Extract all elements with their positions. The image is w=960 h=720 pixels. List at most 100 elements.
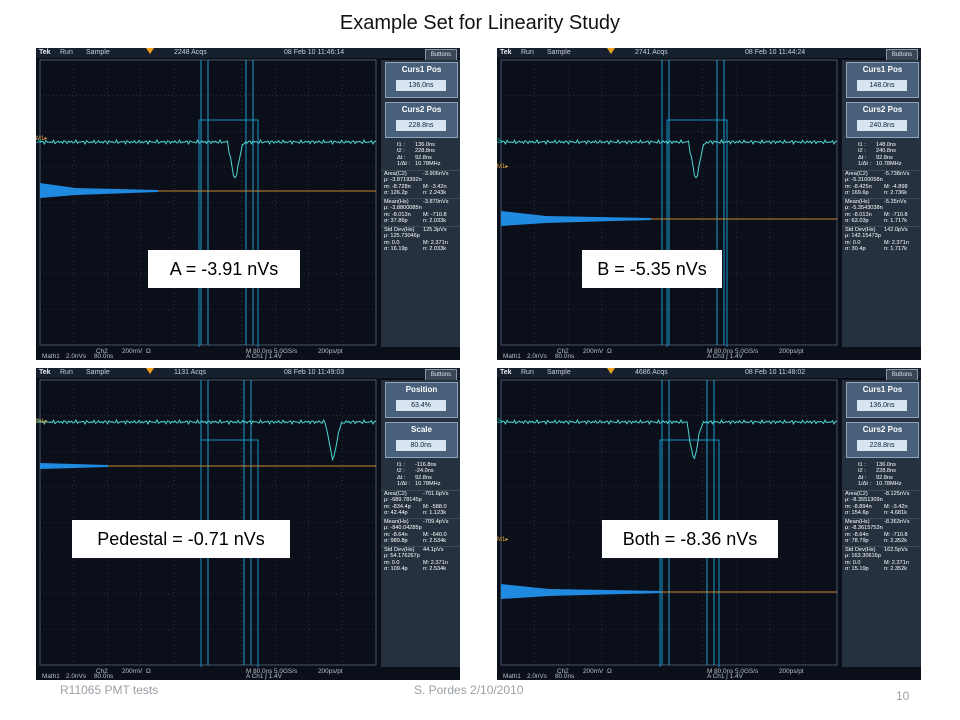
panel2-control[interactable]: Scale 80.0ns [385,422,458,458]
measurement-block: Std Dev(Hs) 162.5pVs μ: 163.30616p m: 0.0 M:… [842,546,921,573]
cursor-readout: t1 : 136.0ns t2 : 228.8ns Δt : 92.8ns 1/Δt : 10… [381,142,460,168]
timestamp: 08 Feb 10 11:49:03 [284,369,345,376]
measurement-min: m: 0.0 [384,559,400,566]
math-label: Math1 [503,673,521,680]
measurement-block: Std Dev(Hs) 142.0pVs μ: 142.15473p m: 0.0 M:… [842,226,921,253]
footer-left: R11065 PMT tests [60,683,159,697]
panel2-value[interactable]: 240.8ns [857,120,907,131]
measurement-max: M: 2.371n [423,559,448,566]
measurement-max: M: -640.0 [423,531,447,538]
measurement-min: m: -8.013n [845,211,872,218]
measurement-title: Mean(Hs) [845,519,870,525]
math-scale: 2.0nVs [66,353,86,360]
panel1-value[interactable]: 148.0ns [857,80,907,91]
channel-label: Ch2 [557,348,569,355]
measurement-max: M: -4.898 [884,183,908,190]
cursor-readout-value: 10.78MHz [876,481,902,488]
sample-interval: 200ps/pt [318,348,343,355]
timebase: M 80.0ns 5.0GS/s [246,348,298,355]
measurement-mean: μ: -689.78145p [384,497,422,504]
panel2-control[interactable]: Curs2 Pos 228.8ns [846,422,919,458]
volts-per-div: 200mV [122,668,143,675]
measurement-mean: μ: -3.8800085n [384,205,422,212]
measurement-count: n: 2.352k [884,538,908,545]
measurement-count: n: 4.681k [884,510,908,517]
sample-interval: 200ps/pt [779,348,804,355]
measurement-title: Mean(Hs) [845,199,870,205]
measurement-sigma: σ: 169.6p [845,190,869,197]
measurement-sigma: σ: 16.19p [384,246,408,253]
panel2-title: Curs2 Pos [862,425,903,434]
measurement-count: n: 1.123k [423,510,447,517]
brand-label: Tek [39,369,51,376]
control-panel: Curs1 Pos 136.0ns Curs2 Pos 228.8ns t1 : 136.… [381,60,460,347]
panel1-value[interactable]: 136.0ns [396,80,446,91]
cursor-readout-label: t2 : [397,468,405,475]
measurement-block: Mean(Hs) -709.4pVs μ: -840.04285p m: -8.64n… [381,518,460,545]
channel-label: Ch2 [557,668,569,675]
panel2-control[interactable]: Curs2 Pos 240.8ns [846,102,919,138]
measurement-title: Mean(Hs) [384,199,409,205]
measurement-count: n: 2.534k [423,566,447,573]
measurement-title: Std Dev(Hs) [384,227,415,233]
run-status: Run [60,369,73,376]
measurement-value: -5.738nVs [884,171,910,177]
panel1-control[interactable]: Curs1 Pos 148.0ns [846,62,919,98]
measurement-block: Area(C2) -5.738nVs μ: -5.3100058n m: -8.425… [842,170,921,197]
histogram [501,584,661,599]
acq-mode: Sample [86,49,110,56]
brand-label: Tek [39,49,51,56]
brand-label: Tek [500,49,512,56]
scope-status-bar: Tek Run Sample 2248 Acqs 08 Feb 10 11:46:14 [36,48,460,58]
math-label: Math1 [42,673,60,680]
measurement-value: 125.3pVs [423,227,447,233]
result-label: A = -3.91 nVs [148,250,300,288]
panel2-value[interactable]: 228.8ns [857,440,907,451]
histogram [501,211,651,226]
math-time: 80.0ns [555,673,575,680]
measurement-max: M: 2.371n [884,239,909,246]
measurement-sigma: σ: 989.8p [384,538,408,545]
measurement-mean: μ: 163.30616p [845,553,881,560]
cursor-readout-label: t1 : [397,142,405,148]
waveform-graticule [500,59,838,347]
cursor-readout-label: 1/Δt : [858,161,872,168]
measurement-max: M: 2.371n [884,559,909,566]
panel1-value[interactable]: 63.4% [396,400,446,411]
cursor-readout-label: t2 : [858,468,866,475]
measurement-block: Mean(Hs) -8.363nVs μ: -8.3615753n m: -8.64n… [842,518,921,545]
measurement-block: Std Dev(Hs) 125.3pVs μ: 125.73046p m: 0.0 M:… [381,226,460,253]
panel1-control[interactable]: Curs1 Pos 136.0ns [385,62,458,98]
measurement-block: Mean(Hs) -5.35nVs μ: -5.3543038n m: -8.013n… [842,198,921,225]
result-label: B = -5.35 nVs [582,250,722,288]
measurement-max: M: -3.42n [884,503,908,510]
panel2-control[interactable]: Curs2 Pos 228.8ns [385,102,458,138]
measurement-title: Area(C2) [384,491,407,497]
run-status: Run [60,49,73,56]
panel1-control[interactable]: Position 63.4% [385,382,458,418]
result-label: Pedestal = -0.71 nVs [72,520,290,558]
cursor-readout-value: 10.78MHz [415,161,441,168]
cursor-readout-label: t2 : [397,148,405,155]
measurement-value: -8.125nVs [884,491,910,497]
trigger-setting: A Ch1 ∫ 1.4V [246,673,282,680]
panel2-value[interactable]: 228.8ns [396,120,446,131]
measurement-min: m: 0.0 [845,239,861,246]
acq-mode: Sample [86,369,110,376]
measurement-mean: μ: 142.15473p [845,233,881,240]
waveform-trace [500,138,838,179]
scope-status-bar: Tek Run Sample 2741 Acqs 08 Feb 10 11:44:24 [497,48,921,58]
measurement-count: n: 1.717k [884,246,908,253]
control-panel: Position 63.4% Scale 80.0ns t1 : -116.8ns t2 :… [381,380,460,667]
measurement-min: m: -8.013n [384,211,411,218]
measurement-min: m: -8.894n [845,503,872,510]
panel2-value[interactable]: 80.0ns [396,440,446,451]
trigger-setting: A Ch1 ∫ 1.4V [707,673,743,680]
math-scale: 2.0nVs [527,353,547,360]
panel1-control[interactable]: Curs1 Pos 136.0ns [846,382,919,418]
panel1-title: Curs1 Pos [862,65,903,74]
measurement-title: Area(C2) [384,171,407,177]
measurement-count: n: 2.534k [423,538,447,545]
cursor-readout-value: 92.8ns [415,474,432,481]
panel1-value[interactable]: 136.0ns [857,400,907,411]
